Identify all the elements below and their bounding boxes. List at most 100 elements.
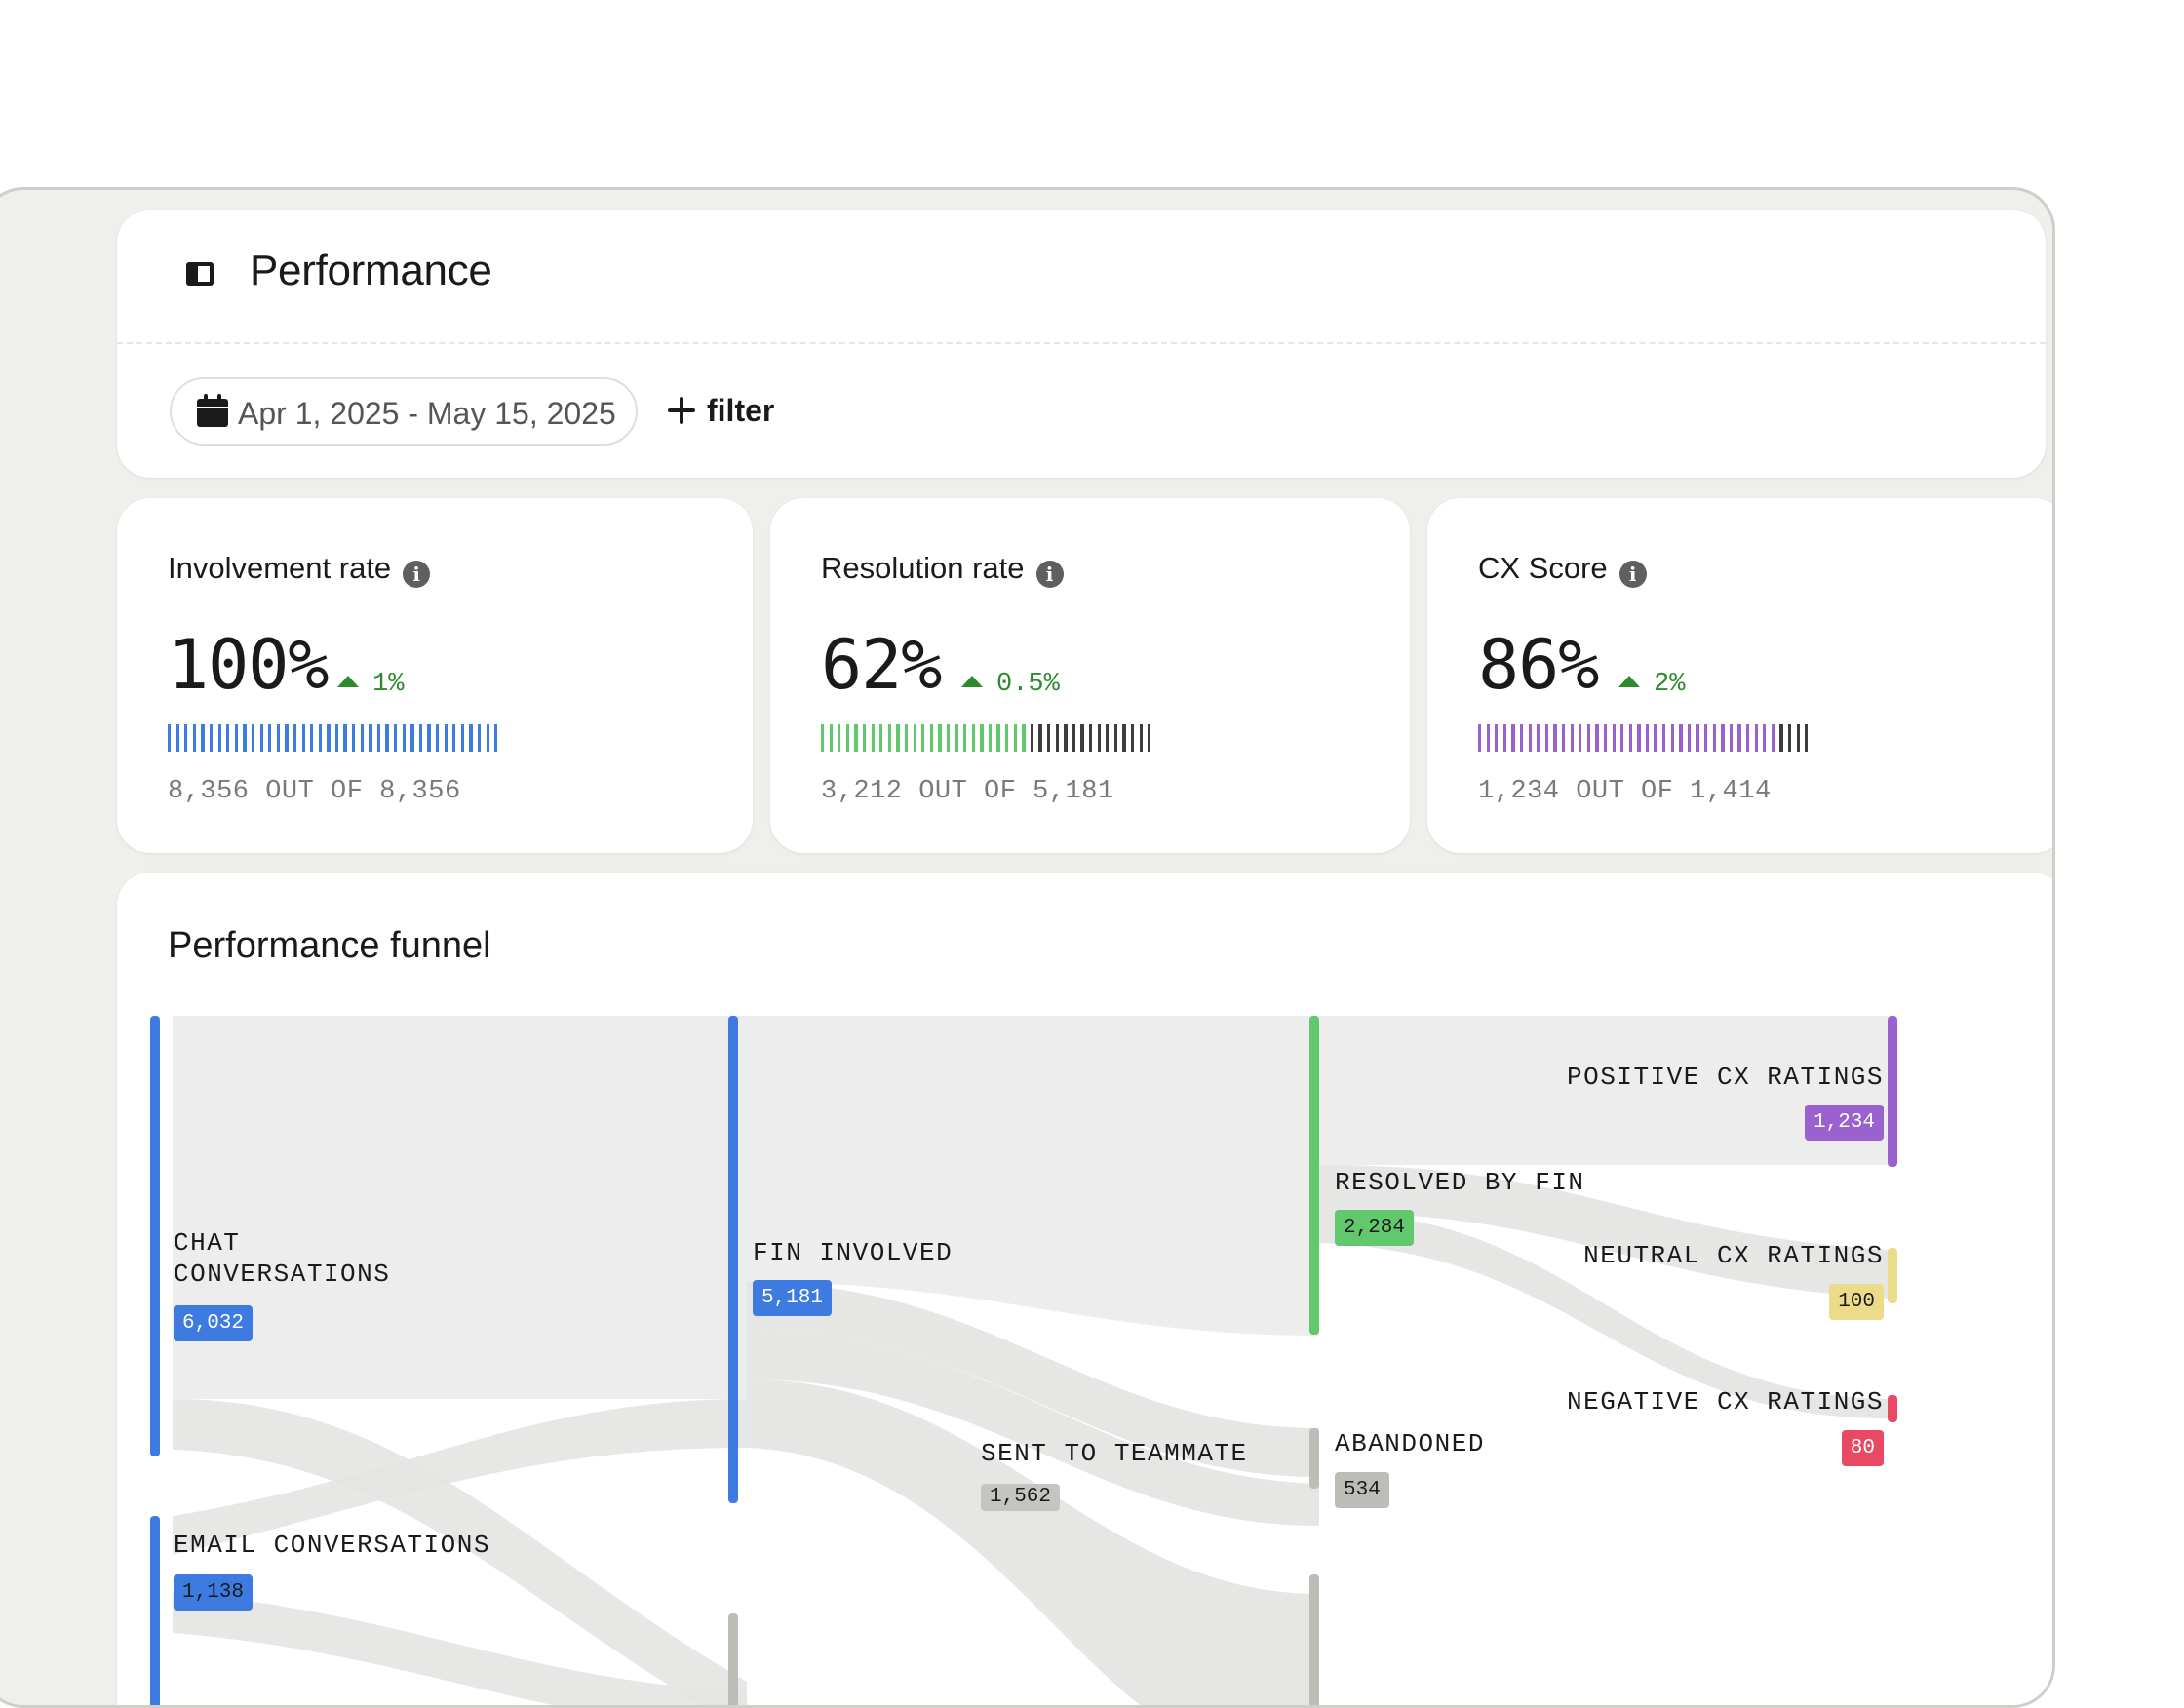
progress-tick xyxy=(1495,724,1499,752)
progress-tick xyxy=(1537,724,1540,752)
date-range-picker[interactable]: Apr 1, 2025 - May 15, 2025 xyxy=(170,377,638,446)
progress-tick xyxy=(1771,724,1775,752)
progress-tick xyxy=(1113,724,1118,752)
metric-title: CX Score i xyxy=(1478,551,1647,588)
calendar-icon xyxy=(197,394,228,427)
node-bar-chat[interactable] xyxy=(150,1016,160,1456)
progress-tick xyxy=(1013,724,1017,752)
progress-tick xyxy=(821,724,825,752)
info-icon[interactable]: i xyxy=(403,561,431,588)
progress-tick xyxy=(469,724,473,752)
node-label-chat-line1: CHAT xyxy=(174,1228,241,1258)
progress-tick xyxy=(192,724,197,752)
node-bar-negative[interactable] xyxy=(1888,1395,1897,1422)
info-icon[interactable]: i xyxy=(1618,561,1647,588)
progress-tick xyxy=(334,724,339,752)
flow-resolved-to-negative xyxy=(1319,1212,1888,1418)
divider xyxy=(117,342,2046,344)
progress-tick xyxy=(946,724,951,752)
metric-card-resolution: Resolution rate i 62% 0.5% 3,212 OUT OF 5… xyxy=(770,498,1410,853)
progress-tick xyxy=(1579,724,1582,752)
sankey-diagram xyxy=(150,1016,1897,1708)
node-bar-resolved[interactable] xyxy=(1309,1016,1319,1335)
progress-tick xyxy=(1662,724,1666,752)
metric-delta-text: 0.5% xyxy=(996,670,1060,699)
progress-tick xyxy=(921,724,925,752)
progress-tick xyxy=(184,724,188,752)
progress-tick xyxy=(1746,724,1750,752)
progress-tick xyxy=(285,724,289,752)
progress-tick xyxy=(879,724,883,752)
node-label-neutral: NEUTRAL CX RATINGS xyxy=(1583,1241,1884,1270)
progress-tick xyxy=(1612,724,1616,752)
metric-value: 86% xyxy=(1478,625,1599,705)
progress-tick xyxy=(486,724,489,752)
progress-tick xyxy=(980,724,984,752)
metric-subtext: 1,234 OUT OF 1,414 xyxy=(1478,777,1772,806)
progress-tick xyxy=(1595,724,1599,752)
metric-title: Involvement rate i xyxy=(168,551,431,588)
progress-tick xyxy=(904,724,909,752)
progress-tick xyxy=(477,724,482,752)
node-label-negative: NEGATIVE CX RATINGS xyxy=(1567,1387,1884,1417)
progress-tick xyxy=(276,724,281,752)
progress-tick xyxy=(1637,724,1641,752)
progress-tick xyxy=(1704,724,1708,752)
progress-tick xyxy=(845,724,850,752)
page-title: Performance xyxy=(250,247,492,294)
progress-tick xyxy=(913,724,916,752)
progress-tick xyxy=(1687,724,1692,752)
progress-tick xyxy=(871,724,875,752)
sidebar-toggle-icon[interactable] xyxy=(186,262,214,286)
progress-tick xyxy=(436,724,440,752)
info-icon[interactable]: i xyxy=(1035,561,1064,588)
metric-title-text: Resolution rate xyxy=(821,551,1025,585)
progress-tick xyxy=(1030,724,1034,752)
progress-tick xyxy=(963,724,967,752)
progress-tick xyxy=(1553,724,1557,752)
progress-tick xyxy=(318,724,322,752)
node-bar-abandoned[interactable] xyxy=(1309,1428,1319,1489)
funnel-title: Performance funnel xyxy=(168,925,491,966)
node-value-teammate: 1,562 xyxy=(981,1484,1061,1511)
progress-tick xyxy=(838,724,841,752)
header-card: Performance Apr 1, 2025 - May 15, 2025 f… xyxy=(117,210,2046,478)
progress-tick xyxy=(988,724,993,752)
node-bar-teammate-out[interactable] xyxy=(1309,1574,1319,1708)
progress-tick xyxy=(1603,724,1608,752)
node-value-positive: 1,234 xyxy=(1804,1105,1884,1141)
flow-resolved-to-neutral xyxy=(1319,1165,1888,1299)
progress-tick xyxy=(1787,724,1792,752)
node-label-fin: FIN INVOLVED xyxy=(753,1238,954,1267)
progress-tick xyxy=(385,724,389,752)
plus-icon xyxy=(668,397,695,424)
progress-tick xyxy=(1528,724,1532,752)
progress-tick xyxy=(1628,724,1632,752)
metric-value: 100% xyxy=(168,625,330,705)
node-value-neutral: 100 xyxy=(1829,1284,1884,1320)
trend-up-icon xyxy=(337,676,359,687)
progress-tick xyxy=(1544,724,1549,752)
progress-tick xyxy=(1022,724,1026,752)
flow-chat-to-other xyxy=(173,1399,747,1705)
progress-tick xyxy=(1047,724,1051,752)
progress-tick xyxy=(1478,724,1482,752)
metric-title-text: CX Score xyxy=(1478,551,1608,585)
metric-card-cx-score: CX Score i 86% 2% 1,234 OUT OF 1,414 xyxy=(1427,498,2052,853)
node-bar-neutral[interactable] xyxy=(1888,1248,1897,1303)
metric-subtext: 8,356 OUT OF 8,356 xyxy=(168,777,461,806)
progress-tick xyxy=(402,724,406,752)
progress-tick xyxy=(369,724,372,752)
performance-funnel-card: Performance funnel xyxy=(117,873,2052,1708)
progress-tick xyxy=(343,724,347,752)
metric-progress-bars xyxy=(168,724,498,752)
progress-tick xyxy=(226,724,230,752)
progress-tick xyxy=(292,724,297,752)
progress-tick xyxy=(1055,724,1059,752)
progress-tick xyxy=(301,724,305,752)
node-bar-email[interactable] xyxy=(150,1516,160,1708)
node-bar-fin[interactable] xyxy=(728,1016,738,1503)
node-bar-other[interactable] xyxy=(728,1613,738,1708)
flow-fin-to-teammate xyxy=(747,1331,1319,1526)
node-bar-positive[interactable] xyxy=(1888,1016,1897,1167)
